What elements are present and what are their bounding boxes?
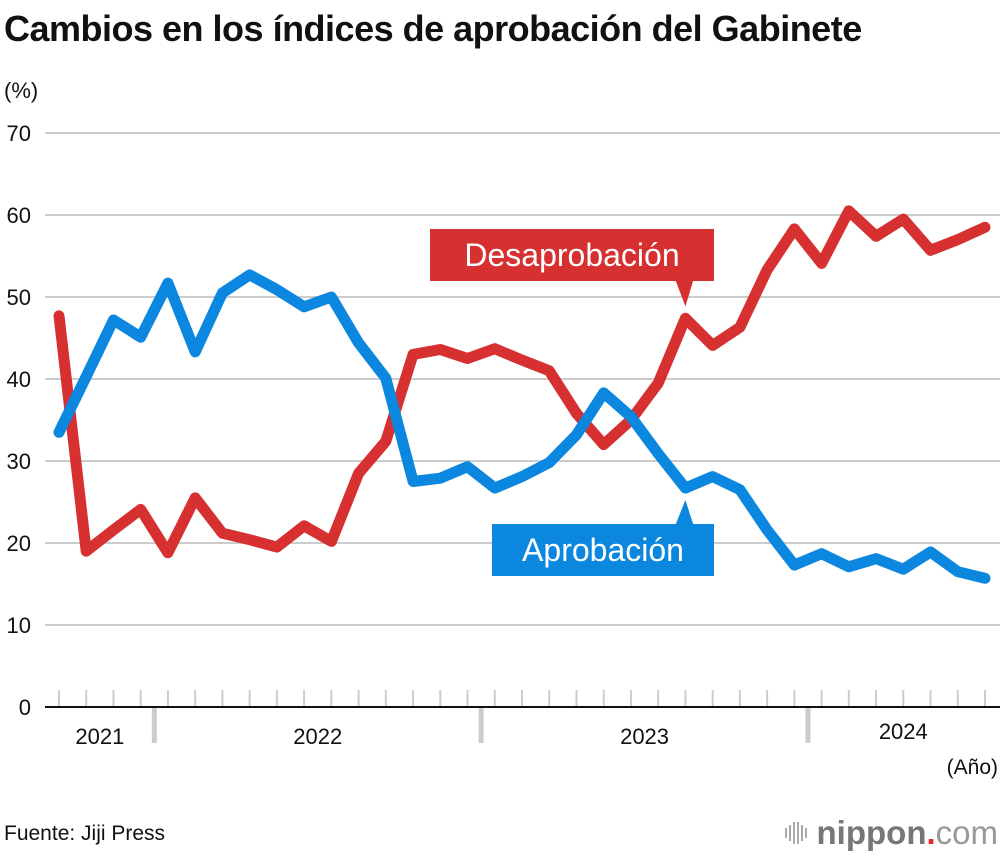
source-note: Fuente: Jiji Press <box>4 822 166 845</box>
year-labels: 2021 2022 2023 2024 <box>75 708 928 749</box>
y-tick-label: 0 <box>19 695 31 720</box>
logo-bars-icon <box>784 821 807 845</box>
series-lines <box>53 205 991 584</box>
x-axis <box>45 690 1000 708</box>
series-line-approval <box>53 269 991 584</box>
callout-box <box>430 229 714 281</box>
y-tick-labels: 0 10 20 30 40 50 60 70 <box>7 121 31 720</box>
nippon-logo: nippon.com <box>784 814 998 852</box>
x-axis-unit: (Año) <box>946 756 998 779</box>
y-tick-label: 30 <box>7 449 31 474</box>
callout-label: Desaprobación <box>464 237 679 273</box>
y-tick-label: 10 <box>7 613 31 638</box>
logo-dot: . <box>926 814 936 851</box>
y-axis-unit: (%) <box>4 78 39 103</box>
logo-brand: nippon <box>816 814 927 851</box>
y-tick-label: 70 <box>7 121 31 146</box>
y-tick-label: 20 <box>7 531 31 556</box>
callout-approval: Aprobación <box>492 500 714 576</box>
y-tick-label: 60 <box>7 203 31 228</box>
callout-pointer <box>675 500 694 525</box>
year-label: 2024 <box>879 719 928 744</box>
callout-disapproval: Desaprobación <box>430 229 714 307</box>
y-tick-label: 40 <box>7 367 31 392</box>
chart-title: Cambios en los índices de aprobación del… <box>4 8 862 49</box>
logo-suffix: com <box>935 814 998 851</box>
y-tick-label: 50 <box>7 285 31 310</box>
callout-box <box>492 524 714 576</box>
year-label: 2023 <box>620 724 669 749</box>
callout-label: Aprobación <box>522 532 684 568</box>
series-callouts: Desaprobación Aprobación <box>430 229 714 576</box>
year-label: 2021 <box>75 724 124 749</box>
series-line-disapproval <box>53 205 991 559</box>
year-label: 2022 <box>293 724 342 749</box>
callout-pointer <box>675 280 694 307</box>
